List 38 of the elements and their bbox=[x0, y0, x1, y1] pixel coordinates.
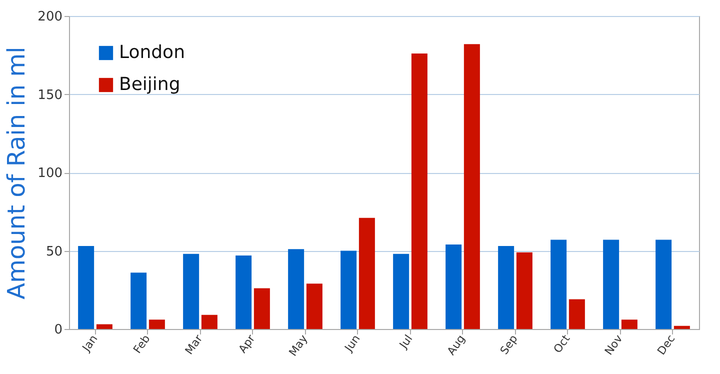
bar bbox=[516, 252, 532, 329]
bar bbox=[498, 246, 514, 329]
legend-label: London bbox=[119, 42, 185, 63]
y-tick-label: 0 bbox=[54, 322, 62, 338]
bar bbox=[550, 240, 567, 329]
bar bbox=[148, 320, 165, 329]
x-tick-label: Feb bbox=[130, 332, 153, 356]
bar bbox=[288, 249, 304, 329]
y-tick-label: 150 bbox=[38, 88, 62, 103]
legend-label: Beijing bbox=[119, 74, 180, 95]
bar bbox=[674, 326, 690, 329]
bar bbox=[306, 284, 322, 329]
bar bbox=[183, 254, 200, 329]
x-tick-label: Sep bbox=[498, 332, 520, 357]
bar bbox=[568, 299, 585, 329]
bar bbox=[603, 240, 620, 329]
x-tick-label: Jun bbox=[342, 332, 363, 355]
bar bbox=[201, 314, 218, 329]
bar bbox=[411, 54, 428, 329]
bar bbox=[236, 255, 252, 329]
y-tick-label: 50 bbox=[46, 244, 62, 260]
x-tick-label: Jul bbox=[396, 332, 416, 352]
bar bbox=[393, 254, 410, 329]
x-tick-label: Jan bbox=[79, 332, 100, 355]
bar bbox=[464, 44, 480, 329]
y-tick-label: 200 bbox=[38, 10, 62, 24]
bar bbox=[254, 288, 270, 329]
bar bbox=[358, 218, 375, 329]
x-tick-label: Oct bbox=[551, 332, 574, 356]
bar bbox=[446, 244, 462, 329]
bar bbox=[340, 250, 357, 329]
bar bbox=[656, 240, 672, 329]
bar bbox=[621, 320, 638, 329]
bar bbox=[130, 272, 147, 329]
y-tick-label: 100 bbox=[38, 166, 62, 181]
y-axis-title: Amount of Rain in ml bbox=[2, 46, 31, 300]
bar bbox=[96, 324, 112, 329]
bar bbox=[78, 246, 94, 329]
